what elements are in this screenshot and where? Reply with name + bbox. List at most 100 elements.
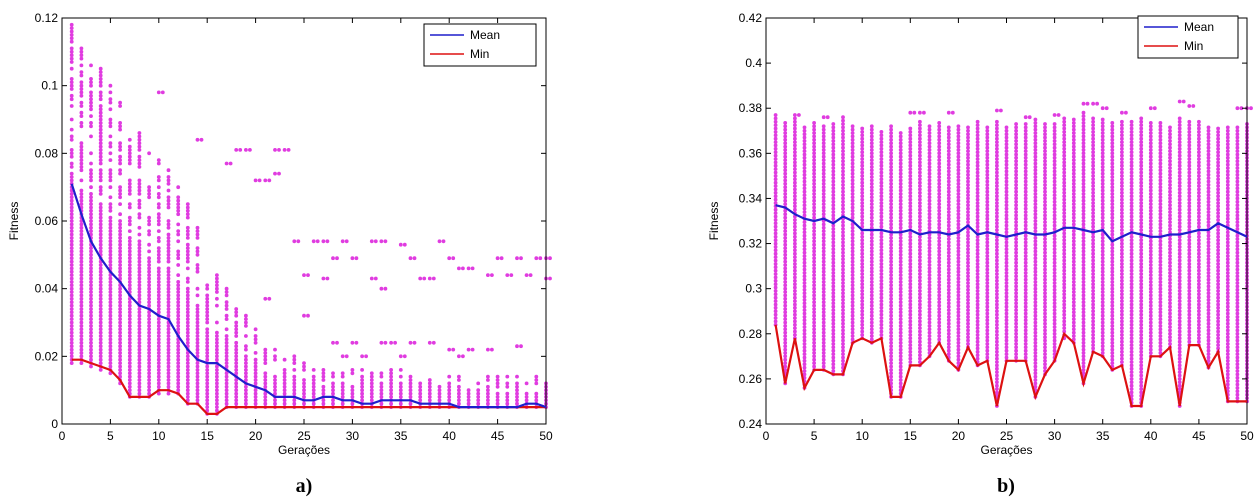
population-point <box>860 238 865 243</box>
population-point <box>166 225 171 230</box>
population-point <box>1177 370 1182 374</box>
population-point <box>773 218 778 222</box>
population-point <box>1206 338 1211 343</box>
population-point <box>1091 190 1095 195</box>
population-point <box>831 284 836 289</box>
population-point <box>176 351 181 355</box>
population-point <box>889 269 893 274</box>
population-point <box>1023 233 1028 238</box>
population-point <box>831 267 836 272</box>
population-point <box>773 146 778 151</box>
population-point <box>234 347 239 352</box>
population-point <box>889 134 893 139</box>
population-point <box>1081 280 1086 284</box>
population-point <box>1033 283 1038 288</box>
population-point <box>879 245 884 249</box>
population-point <box>1187 204 1192 209</box>
population-point <box>956 205 961 210</box>
population-point <box>802 213 807 218</box>
population-point <box>137 327 142 332</box>
outlier-point <box>273 148 277 152</box>
population-point <box>927 137 932 142</box>
population-point <box>831 216 836 221</box>
population-point <box>831 139 836 143</box>
population-point <box>1071 317 1076 321</box>
population-point <box>850 276 855 281</box>
population-point <box>1081 110 1086 115</box>
population-point <box>137 313 142 318</box>
population-point <box>166 249 171 254</box>
population-point <box>156 222 161 227</box>
population-point <box>1033 303 1038 308</box>
population-point <box>1004 274 1009 279</box>
population-point <box>1023 254 1028 258</box>
population-point <box>1206 142 1211 147</box>
population-point <box>860 302 865 307</box>
population-point <box>879 309 884 314</box>
population-point <box>292 401 297 406</box>
population-point <box>321 368 326 372</box>
population-point <box>995 251 999 256</box>
population-point <box>946 155 951 160</box>
population-point <box>1110 303 1115 308</box>
population-point <box>147 286 152 291</box>
population-point <box>79 121 84 125</box>
population-point <box>215 290 219 294</box>
population-point <box>850 178 855 183</box>
population-point <box>1052 193 1057 198</box>
population-point <box>1206 281 1211 285</box>
population-point <box>69 317 74 321</box>
population-point <box>69 246 74 251</box>
population-point <box>127 263 132 267</box>
population-point <box>793 194 797 199</box>
population-point <box>1187 292 1192 297</box>
population-point <box>1033 310 1038 315</box>
population-point <box>1014 298 1018 302</box>
population-point <box>98 246 103 251</box>
population-point <box>927 134 932 139</box>
population-point <box>1139 309 1144 314</box>
outlier-point <box>354 256 359 261</box>
population-point <box>1100 246 1105 251</box>
population-point <box>995 282 999 287</box>
population-point <box>437 398 442 403</box>
population-point <box>860 265 865 270</box>
population-point <box>966 155 970 160</box>
population-point <box>118 334 122 338</box>
population-point <box>1081 246 1086 251</box>
population-point <box>1120 349 1124 354</box>
outlier-point <box>263 178 268 183</box>
population-point <box>1216 170 1220 175</box>
population-point <box>1023 216 1028 221</box>
population-point <box>118 242 122 247</box>
population-point <box>1052 328 1057 333</box>
population-point <box>127 344 132 349</box>
population-point <box>69 148 74 152</box>
population-point <box>1187 157 1192 161</box>
population-point <box>79 56 84 61</box>
population-point <box>1206 298 1211 302</box>
population-point <box>995 207 999 212</box>
population-point <box>956 337 961 342</box>
population-point <box>1033 137 1038 142</box>
population-point <box>898 249 903 254</box>
population-point <box>956 269 961 274</box>
population-point <box>1197 184 1201 188</box>
population-point <box>850 192 855 196</box>
population-point <box>1158 215 1163 220</box>
population-point <box>975 255 980 259</box>
population-point <box>1197 333 1201 337</box>
population-point <box>118 185 122 190</box>
population-point <box>205 381 210 386</box>
outlier-point <box>340 239 345 244</box>
population-point <box>1110 249 1115 254</box>
population-point <box>1043 155 1047 160</box>
population-point <box>1225 304 1230 309</box>
population-point <box>927 296 932 301</box>
population-point <box>918 163 922 168</box>
population-point <box>1004 206 1009 211</box>
population-point <box>1091 201 1095 205</box>
population-point <box>1023 210 1028 214</box>
population-point <box>1177 190 1182 195</box>
population-point <box>1139 387 1144 391</box>
